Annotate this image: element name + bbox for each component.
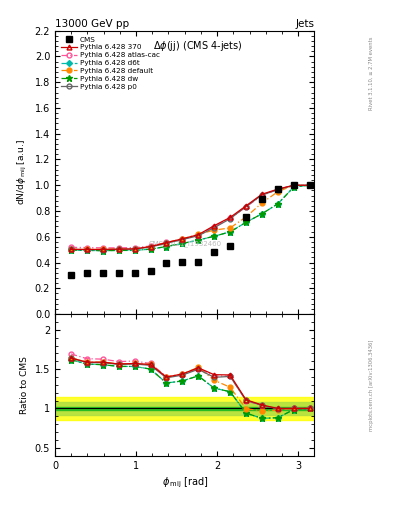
Legend: CMS, Pythia 6.428 370, Pythia 6.428 atlas-cac, Pythia 6.428 d6t, Pythia 6.428 de: CMS, Pythia 6.428 370, Pythia 6.428 atla… bbox=[59, 34, 162, 92]
X-axis label: $\phi_{\rm\,mij}$ [rad]: $\phi_{\rm\,mij}$ [rad] bbox=[162, 476, 208, 490]
Text: CMS_2021_I1932460: CMS_2021_I1932460 bbox=[148, 240, 221, 247]
Text: Rivet 3.1.10, ≥ 2.7M events: Rivet 3.1.10, ≥ 2.7M events bbox=[369, 36, 374, 110]
Y-axis label: Ratio to CMS: Ratio to CMS bbox=[20, 356, 29, 414]
Text: $\Delta\phi$(jj) (CMS 4-jets): $\Delta\phi$(jj) (CMS 4-jets) bbox=[153, 39, 242, 53]
Text: mcplots.cern.ch [arXiv:1306.3436]: mcplots.cern.ch [arXiv:1306.3436] bbox=[369, 339, 374, 431]
Y-axis label: dN/d$\phi_{\rm\,mij}$ [a.u.]: dN/d$\phi_{\rm\,mij}$ [a.u.] bbox=[16, 139, 29, 205]
Text: Jets: Jets bbox=[296, 18, 314, 29]
Text: 13000 GeV pp: 13000 GeV pp bbox=[55, 18, 129, 29]
